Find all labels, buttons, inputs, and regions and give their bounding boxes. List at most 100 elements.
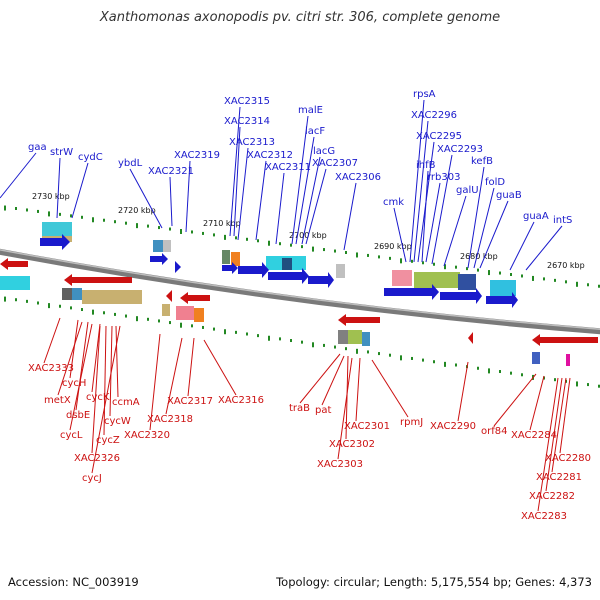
accession-text: Accession: NC_003919 — [8, 575, 139, 589]
tick-mark — [158, 226, 160, 230]
leader-line — [305, 168, 327, 245]
leader-line — [301, 156, 321, 245]
tick-mark — [290, 243, 292, 247]
label-orf84: orf84 — [481, 426, 507, 437]
label-strW: strW — [50, 147, 73, 158]
kbp-2680: 2680 kbp — [460, 252, 498, 261]
leader-line — [255, 160, 267, 241]
tick-mark — [37, 301, 39, 305]
tick-mark — [323, 248, 325, 252]
tick-mark — [466, 267, 468, 271]
leader-line — [299, 353, 341, 404]
tick-mark — [521, 373, 523, 377]
leader-line — [343, 182, 357, 251]
tick-mark — [37, 209, 39, 213]
tick-mark — [81, 215, 83, 219]
label-folD: folD — [485, 177, 505, 188]
label-XAC2282: XAC2282 — [529, 491, 575, 502]
leader-line — [169, 176, 173, 227]
label-XAC2317: XAC2317 — [167, 396, 213, 407]
tick-mark — [191, 324, 193, 328]
tick-mark — [246, 332, 248, 336]
topology-text: Topology: circular; Length: 5,175,554 bp… — [276, 575, 592, 589]
tick-mark — [411, 259, 413, 263]
leader-line — [479, 200, 509, 269]
kbp-2670: 2670 kbp — [547, 261, 585, 270]
tick-mark — [400, 355, 402, 361]
label-XAC2319: XAC2319 — [174, 150, 220, 161]
label-galU: galU — [456, 185, 479, 196]
tick-mark — [169, 227, 171, 231]
leader-line — [545, 377, 563, 492]
tick-mark — [257, 239, 259, 243]
tick-mark — [202, 325, 204, 329]
tick-mark — [4, 205, 6, 211]
label-dsbE: dsbE — [66, 410, 90, 421]
leader-line — [473, 187, 495, 269]
label-XAC2318: XAC2318 — [147, 414, 193, 425]
leader-line — [0, 152, 37, 199]
tick-mark — [378, 255, 380, 259]
leader-line — [291, 115, 309, 245]
tick-mark — [235, 330, 237, 334]
label-cycL: cycL — [60, 430, 83, 441]
tick-mark — [70, 214, 72, 218]
forward-feature-boxes — [42, 222, 516, 296]
tick-mark — [499, 271, 501, 275]
tick-mark — [455, 363, 457, 367]
tick-mark — [92, 217, 94, 223]
leader-line — [103, 325, 107, 436]
tick-mark — [136, 223, 138, 229]
reverse-gene-labels: XAC2333 cycH metX dsbE cycL cycK ccmA cy… — [28, 363, 591, 522]
tick-mark — [26, 299, 28, 303]
tick-mark — [312, 246, 314, 252]
tick-mark — [213, 327, 215, 331]
leader-line — [91, 325, 101, 454]
label-XAC2313: XAC2313 — [229, 137, 275, 148]
tick-mark — [510, 273, 512, 276]
tick-mark — [147, 317, 149, 321]
leader-line — [237, 147, 249, 241]
label-XAC2296: XAC2296 — [411, 110, 457, 121]
tick-mark — [587, 283, 589, 287]
tick-mark — [257, 334, 259, 338]
label-rrb303: rrb303 — [427, 172, 460, 183]
tick-mark — [543, 277, 545, 281]
leader-line — [229, 106, 241, 237]
tick-mark — [26, 208, 28, 212]
tick-mark — [389, 256, 391, 260]
tick-mark — [290, 339, 292, 343]
tick-mark — [345, 347, 347, 351]
leader-line — [56, 157, 61, 219]
leader-line — [57, 321, 83, 396]
tick-mark — [455, 265, 457, 269]
leader-line — [537, 377, 559, 512]
label-XAC2321: XAC2321 — [148, 166, 194, 177]
tick-mark — [235, 236, 237, 240]
leader-line — [185, 160, 191, 233]
leader-line — [43, 317, 61, 364]
leader-line — [233, 126, 241, 237]
tick-mark — [224, 234, 226, 240]
label-XAC2302: XAC2302 — [329, 439, 375, 450]
scale-labels: 2730 kbp 2720 kbp 2710 kbp 2700 kbp 2690… — [32, 192, 585, 270]
tick-mark — [246, 237, 248, 241]
tick-mark — [433, 360, 435, 364]
kbp-2730: 2730 kbp — [32, 192, 70, 201]
label-lacF: lacF — [305, 126, 325, 137]
label-XAC2301: XAC2301 — [344, 421, 390, 432]
tick-mark — [301, 245, 303, 249]
tick-mark — [4, 296, 6, 302]
label-XAC2316: XAC2316 — [218, 395, 264, 406]
leader-line — [409, 99, 425, 263]
tick-mark — [356, 348, 358, 354]
tick-mark — [268, 240, 270, 246]
tick-mark — [48, 211, 50, 217]
tick-mark — [345, 251, 347, 254]
leader-line — [493, 373, 537, 427]
map-title: Xanthomonas axonopodis pv. citri str. 30… — [99, 10, 501, 25]
tick-mark — [70, 306, 72, 310]
label-intS: intS — [553, 215, 572, 226]
label-cmk: cmk — [383, 197, 404, 208]
label-guaB: guaB — [496, 190, 522, 201]
